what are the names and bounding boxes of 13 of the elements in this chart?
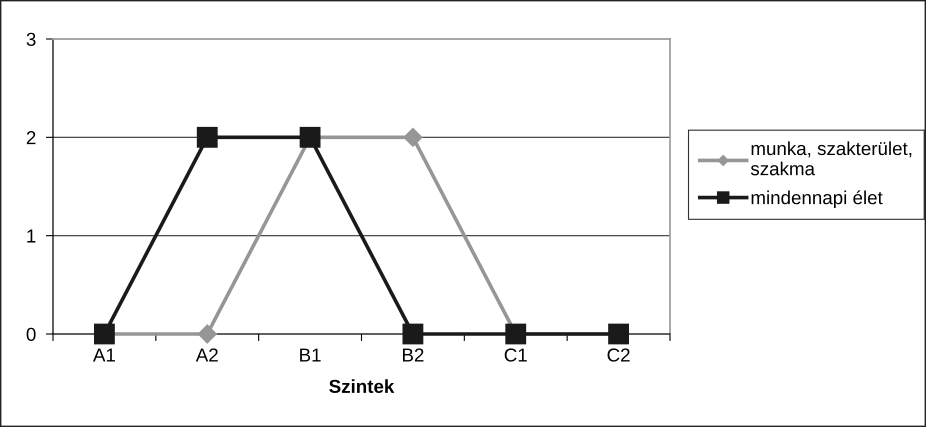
x-axis-title: Szintek (329, 379, 394, 394)
x-tick-label: B1 (300, 348, 321, 362)
x-tick-label: C2 (608, 348, 630, 362)
y-tick-label: 3 (26, 32, 36, 46)
x-tick-label: A2 (196, 348, 218, 362)
legend-label: munka, szakterület, szakma (750, 141, 912, 176)
x-tick-label: B2 (402, 348, 424, 362)
x-tick-label: C1 (504, 348, 527, 362)
legend-label: mindennapi élet (752, 190, 883, 208)
x-tick-label: A1 (92, 348, 115, 362)
y-tick-label: 2 (26, 131, 36, 144)
y-tick-label: 0 (26, 328, 36, 341)
y-tick-label: 1 (27, 230, 36, 242)
